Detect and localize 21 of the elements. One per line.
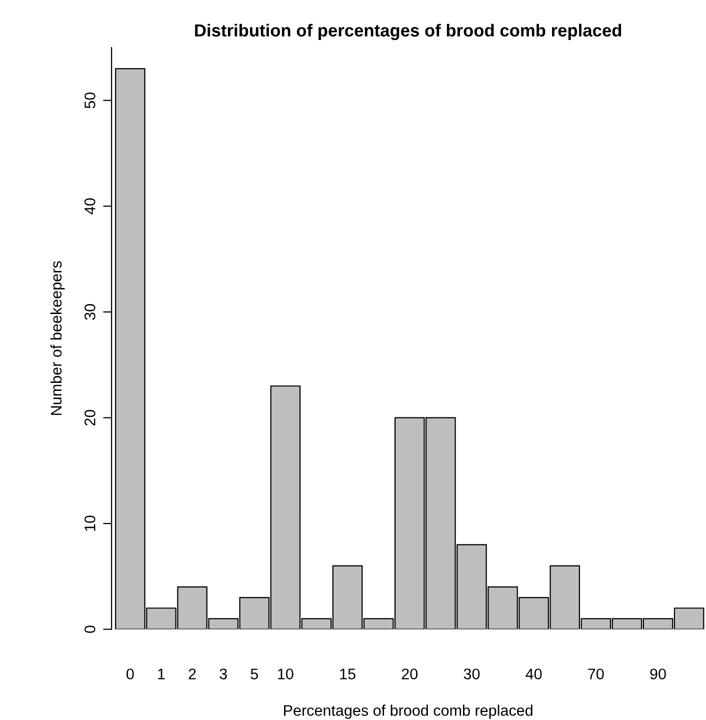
x-tick-label: 0 bbox=[126, 668, 134, 680]
x-tick-label: 90 bbox=[650, 668, 666, 680]
y-tick-label: 0 bbox=[84, 626, 96, 633]
x-tick-label: 3 bbox=[220, 668, 227, 680]
x-tick-label: 15 bbox=[340, 668, 356, 680]
y-tick-label: 40 bbox=[84, 198, 96, 214]
x-tick-label: 2 bbox=[188, 668, 196, 680]
x-tick-label: 5 bbox=[250, 668, 258, 680]
y-tick-label: 50 bbox=[84, 92, 96, 108]
x-tick-label: 1 bbox=[158, 668, 165, 680]
x-tick-label: 20 bbox=[402, 668, 418, 680]
x-tick-label: 40 bbox=[526, 668, 542, 680]
y-axis-title: Number of beekeepers bbox=[50, 261, 65, 415]
y-tick-label: 30 bbox=[84, 304, 96, 320]
chart-title: Distribution of percentages of brood comb replaced bbox=[195, 24, 622, 40]
x-tick-label: 10 bbox=[278, 668, 294, 680]
x-tick-label: 30 bbox=[464, 668, 480, 680]
x-tick-label: 70 bbox=[588, 668, 604, 680]
y-tick-label: 10 bbox=[84, 516, 96, 531]
y-tick-label: 20 bbox=[84, 410, 96, 426]
x-axis-title: Percentages of brood comb replaced bbox=[284, 704, 532, 719]
